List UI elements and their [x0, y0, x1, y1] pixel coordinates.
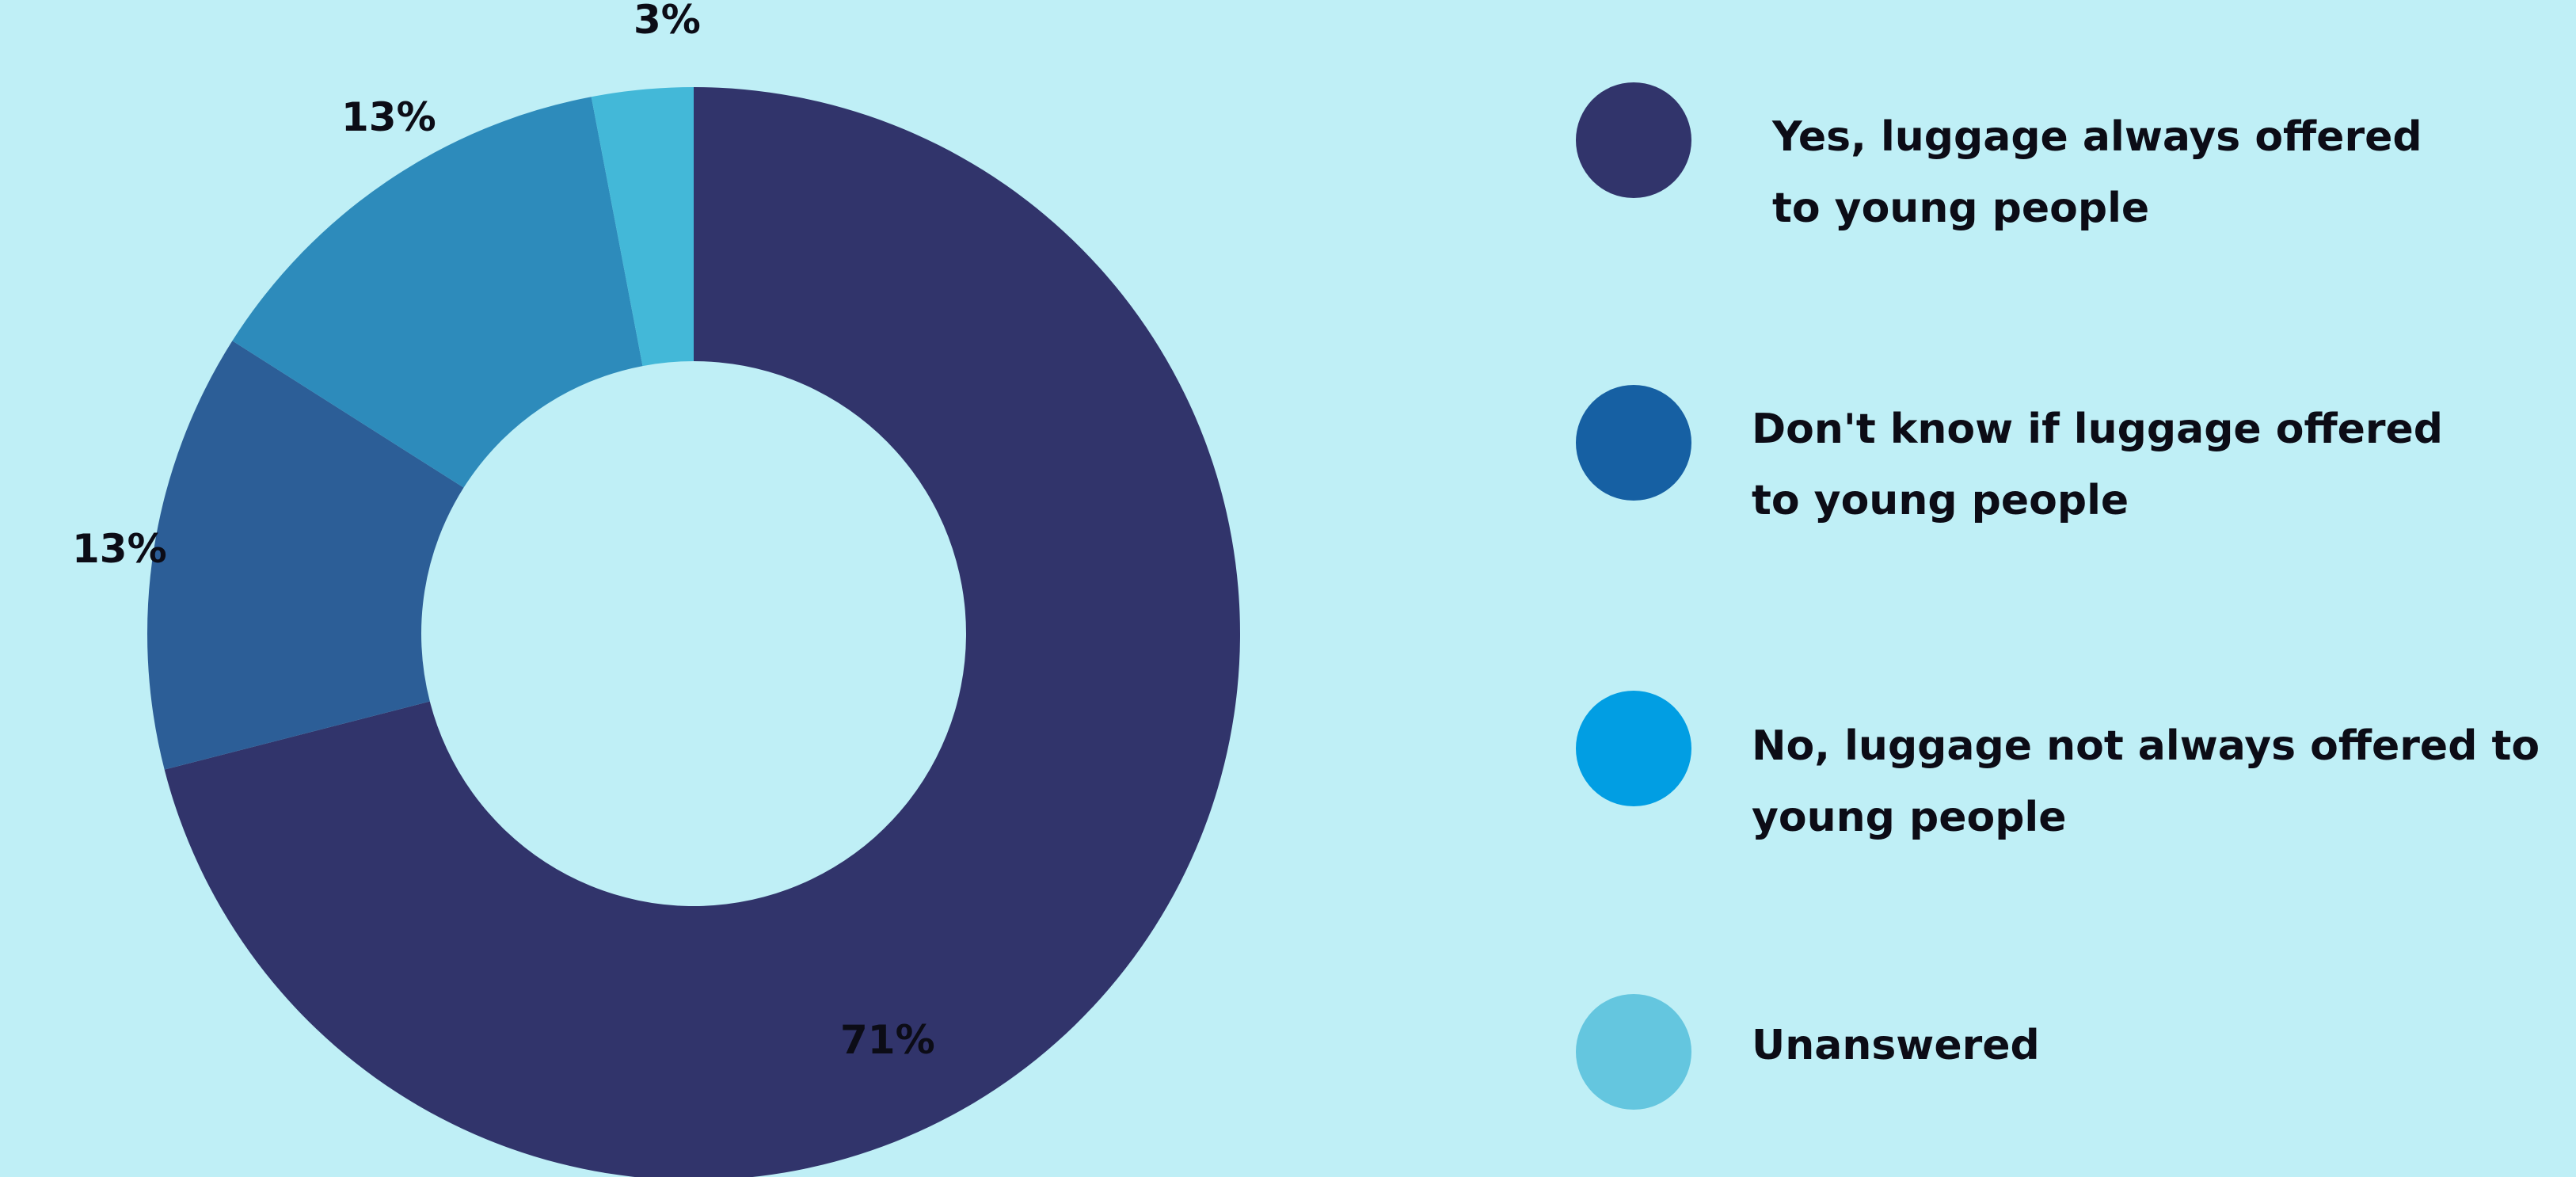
legend-swatch-unanswered: [1576, 994, 1691, 1110]
legend-label-yes: Yes, luggage always offered to young peo…: [1772, 101, 2576, 244]
legend-item-dont-know: [1576, 385, 1691, 501]
donut-slices: [146, 87, 1240, 1177]
donut-chart: 71% 13% 13% 3%: [72, 0, 1240, 1177]
legend-label-unanswered-line1: Unanswered: [1752, 1022, 2040, 1069]
slice-label-2: 13%: [72, 526, 167, 572]
legend-item-no: [1576, 691, 1691, 806]
legend-label-unanswered: Unanswered: [1752, 1010, 2576, 1081]
legend-label-dont-know-line1: Don't know if luggage offered: [1752, 406, 2444, 453]
legend-label-dont-know-line2: to young people: [1752, 477, 2129, 524]
legend: Yes, luggage always offered to young peo…: [1576, 0, 2576, 1177]
slice-label-4: 3%: [634, 0, 701, 43]
donut-slice-4: [591, 87, 694, 367]
legend-swatch-dont-know: [1576, 385, 1691, 501]
donut-slice-1: [164, 87, 1240, 1177]
legend-swatch-yes: [1576, 82, 1691, 198]
legend-label-yes-line1: Yes, luggage always offered: [1772, 113, 2422, 161]
legend-label-no-line2: young people: [1752, 794, 2067, 841]
legend-item-unanswered: [1576, 994, 1691, 1110]
slice-label-1: 71%: [840, 1017, 935, 1063]
donut-slice-2: [146, 341, 464, 770]
legend-label-no: No, luggage not always offered to young …: [1752, 710, 2576, 853]
legend-swatch-no: [1576, 691, 1691, 806]
slice-label-3: 13%: [341, 94, 436, 140]
legend-label-yes-line2: to young people: [1772, 185, 2150, 232]
slice-labels: 71% 13% 13% 3%: [72, 0, 935, 1063]
legend-label-dont-know: Don't know if luggage offered to young p…: [1752, 394, 2576, 536]
donut-slice-3: [232, 97, 643, 488]
legend-label-no-line1: No, luggage not always offered to: [1752, 722, 2540, 770]
legend-item-yes: [1576, 82, 1691, 198]
